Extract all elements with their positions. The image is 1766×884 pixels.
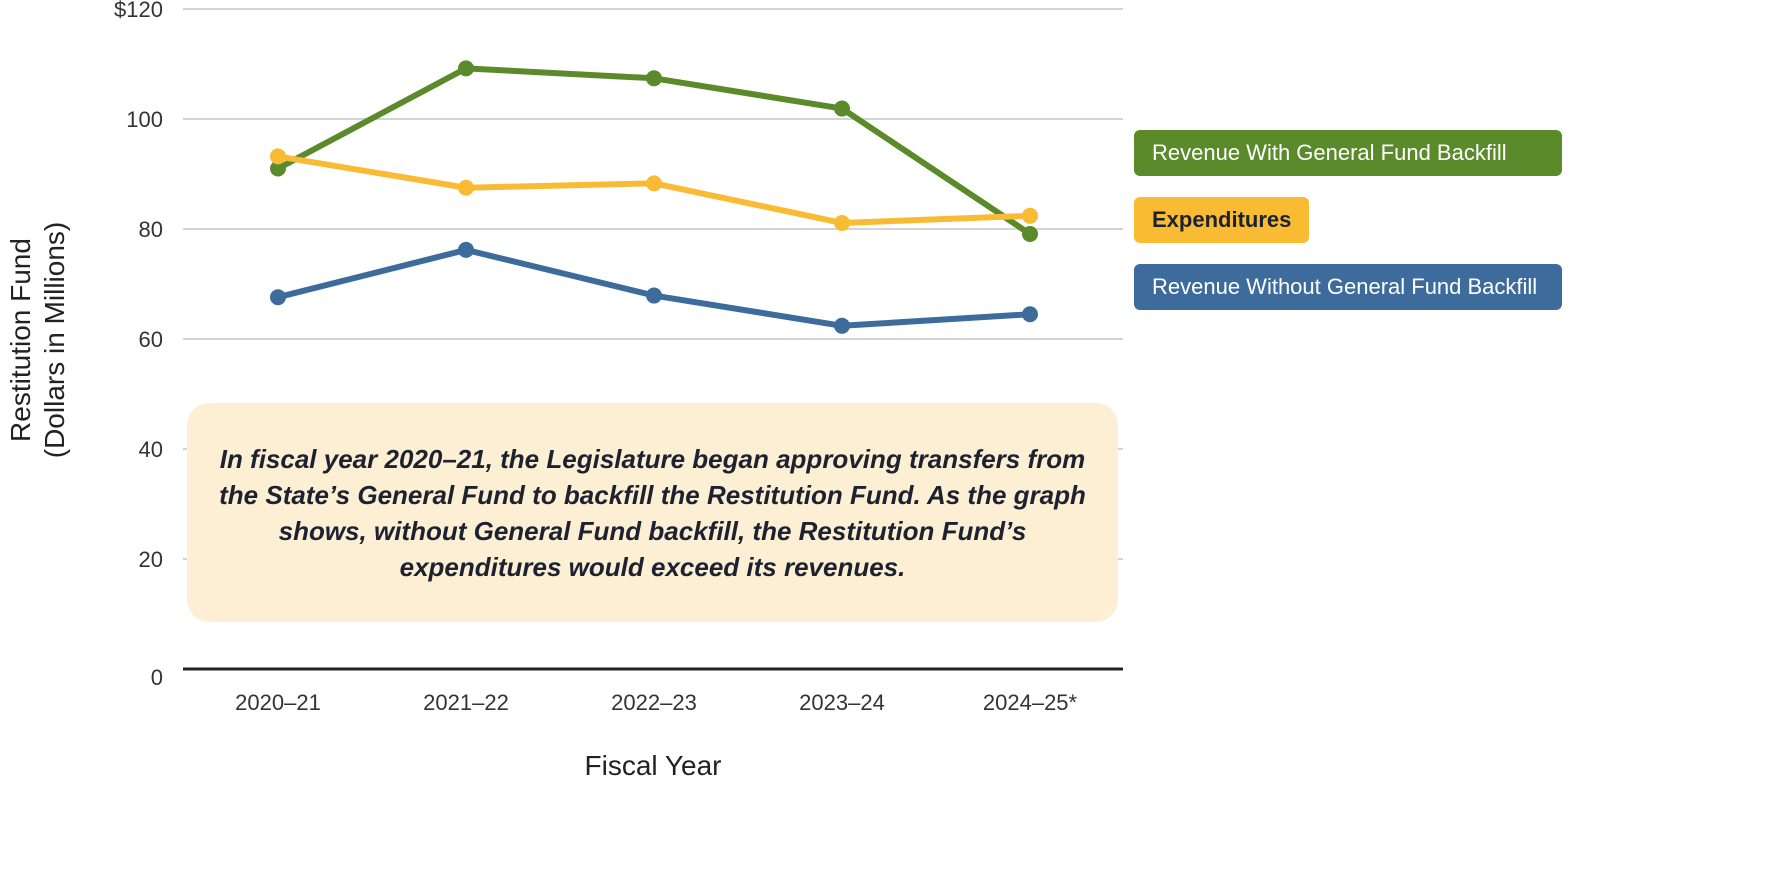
legend-expenditures: Expenditures [1134,197,1310,243]
data-point-2-1 [458,241,474,258]
legend-revenue-with-backfill: Revenue With General Fund Backfill [1134,130,1562,176]
x-tick-label: 2022–23 [611,690,697,715]
data-point-2-3 [834,317,850,334]
y-tick-label: 100 [126,107,163,132]
y-tick-label: 80 [139,217,163,242]
data-point-1-2 [646,175,662,192]
y-tick-label: 40 [139,437,163,462]
y-tick-label: $120 [114,0,163,22]
y-axis-label-line1: Restitution Fund [5,238,36,442]
data-point-2-0 [270,289,286,306]
data-point-1-3 [834,214,850,231]
x-tick-label: 2024–25* [983,690,1078,715]
legend-revenue-without-backfill: Revenue Without General Fund Backfill [1134,264,1562,310]
annotation-text: In fiscal year 2020–21, the Legislature … [219,443,1086,582]
series-line-0 [276,65,1032,237]
data-point-2-2 [646,287,662,304]
x-tick-label: 2021–22 [423,690,509,715]
data-point-1-4 [1022,207,1038,224]
x-tick-label: 2023–24 [799,690,885,715]
data-point-0-4 [1022,225,1038,242]
y-tick-label: 20 [139,547,163,572]
y-tick-label: 60 [139,327,163,352]
data-point-2-4 [1022,306,1038,323]
y-axis-label-line2: (Dollars in Millions) [39,222,70,458]
data-point-0-2 [646,70,662,87]
data-point-0-0 [270,160,286,177]
y-tick-label: 0 [151,665,163,690]
data-point-1-1 [458,179,474,196]
data-point-0-3 [834,100,850,117]
data-point-1-0 [270,148,286,165]
x-axis-label: Fiscal Year [585,750,722,781]
x-tick-label: 2020–21 [235,690,321,715]
annotation-box: In fiscal year 2020–21, the Legislature … [187,403,1118,622]
data-point-0-1 [458,60,474,77]
